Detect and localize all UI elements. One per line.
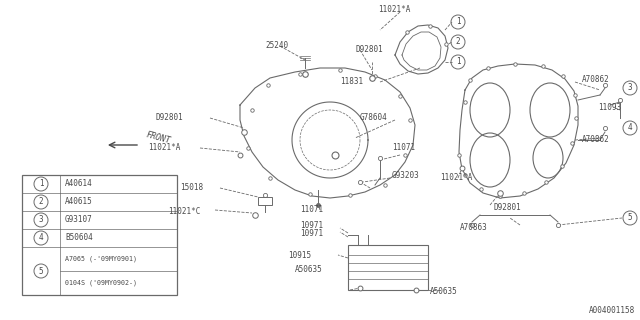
Text: A40614: A40614	[65, 180, 93, 188]
Text: 11071: 11071	[392, 143, 415, 153]
Text: 1: 1	[456, 18, 460, 27]
Text: A70862: A70862	[582, 76, 610, 84]
Text: A50635: A50635	[295, 266, 323, 275]
Text: A50635: A50635	[430, 287, 458, 297]
Text: 4: 4	[628, 124, 632, 132]
Text: D92801: D92801	[494, 204, 522, 212]
Text: 3: 3	[628, 84, 632, 92]
Text: D92801: D92801	[155, 114, 183, 123]
Bar	[22, 175, 177, 295]
Text: 15018: 15018	[180, 183, 203, 193]
Text: 11021*A: 11021*A	[440, 173, 472, 182]
Text: FRONT: FRONT	[145, 131, 172, 146]
Bar	[258, 197, 272, 205]
Text: A004001158: A004001158	[589, 306, 635, 315]
Text: A70862: A70862	[582, 135, 610, 145]
Text: 25240: 25240	[265, 41, 288, 50]
Text: 11093: 11093	[598, 103, 621, 113]
Text: 11071: 11071	[300, 205, 323, 214]
Text: 11021*A: 11021*A	[378, 5, 410, 14]
Text: 5: 5	[38, 267, 44, 276]
Text: G93203: G93203	[392, 171, 420, 180]
Text: 1: 1	[456, 58, 460, 67]
Text: G93107: G93107	[65, 215, 93, 225]
Text: 0104S ('09MY0902-): 0104S ('09MY0902-)	[65, 280, 137, 286]
Text: 11831: 11831	[340, 77, 363, 86]
Text: 2: 2	[456, 37, 460, 46]
Text: A70863: A70863	[460, 223, 488, 233]
Text: B50604: B50604	[65, 234, 93, 243]
Text: 10971: 10971	[300, 228, 323, 237]
Text: 10915: 10915	[288, 251, 311, 260]
Text: 11021*A: 11021*A	[148, 143, 180, 153]
Text: 10971: 10971	[300, 220, 323, 229]
Text: 4: 4	[38, 234, 44, 243]
Text: A40615: A40615	[65, 197, 93, 206]
Text: 3: 3	[38, 215, 44, 225]
Text: D92801: D92801	[355, 45, 383, 54]
Text: G78604: G78604	[360, 114, 388, 123]
Text: 1: 1	[38, 180, 44, 188]
Text: 5: 5	[628, 213, 632, 222]
Text: 11021*C: 11021*C	[168, 207, 200, 217]
Bar	[348, 245, 428, 290]
Text: A7065 (-'09MY0901): A7065 (-'09MY0901)	[65, 256, 137, 262]
Text: 2: 2	[38, 197, 44, 206]
